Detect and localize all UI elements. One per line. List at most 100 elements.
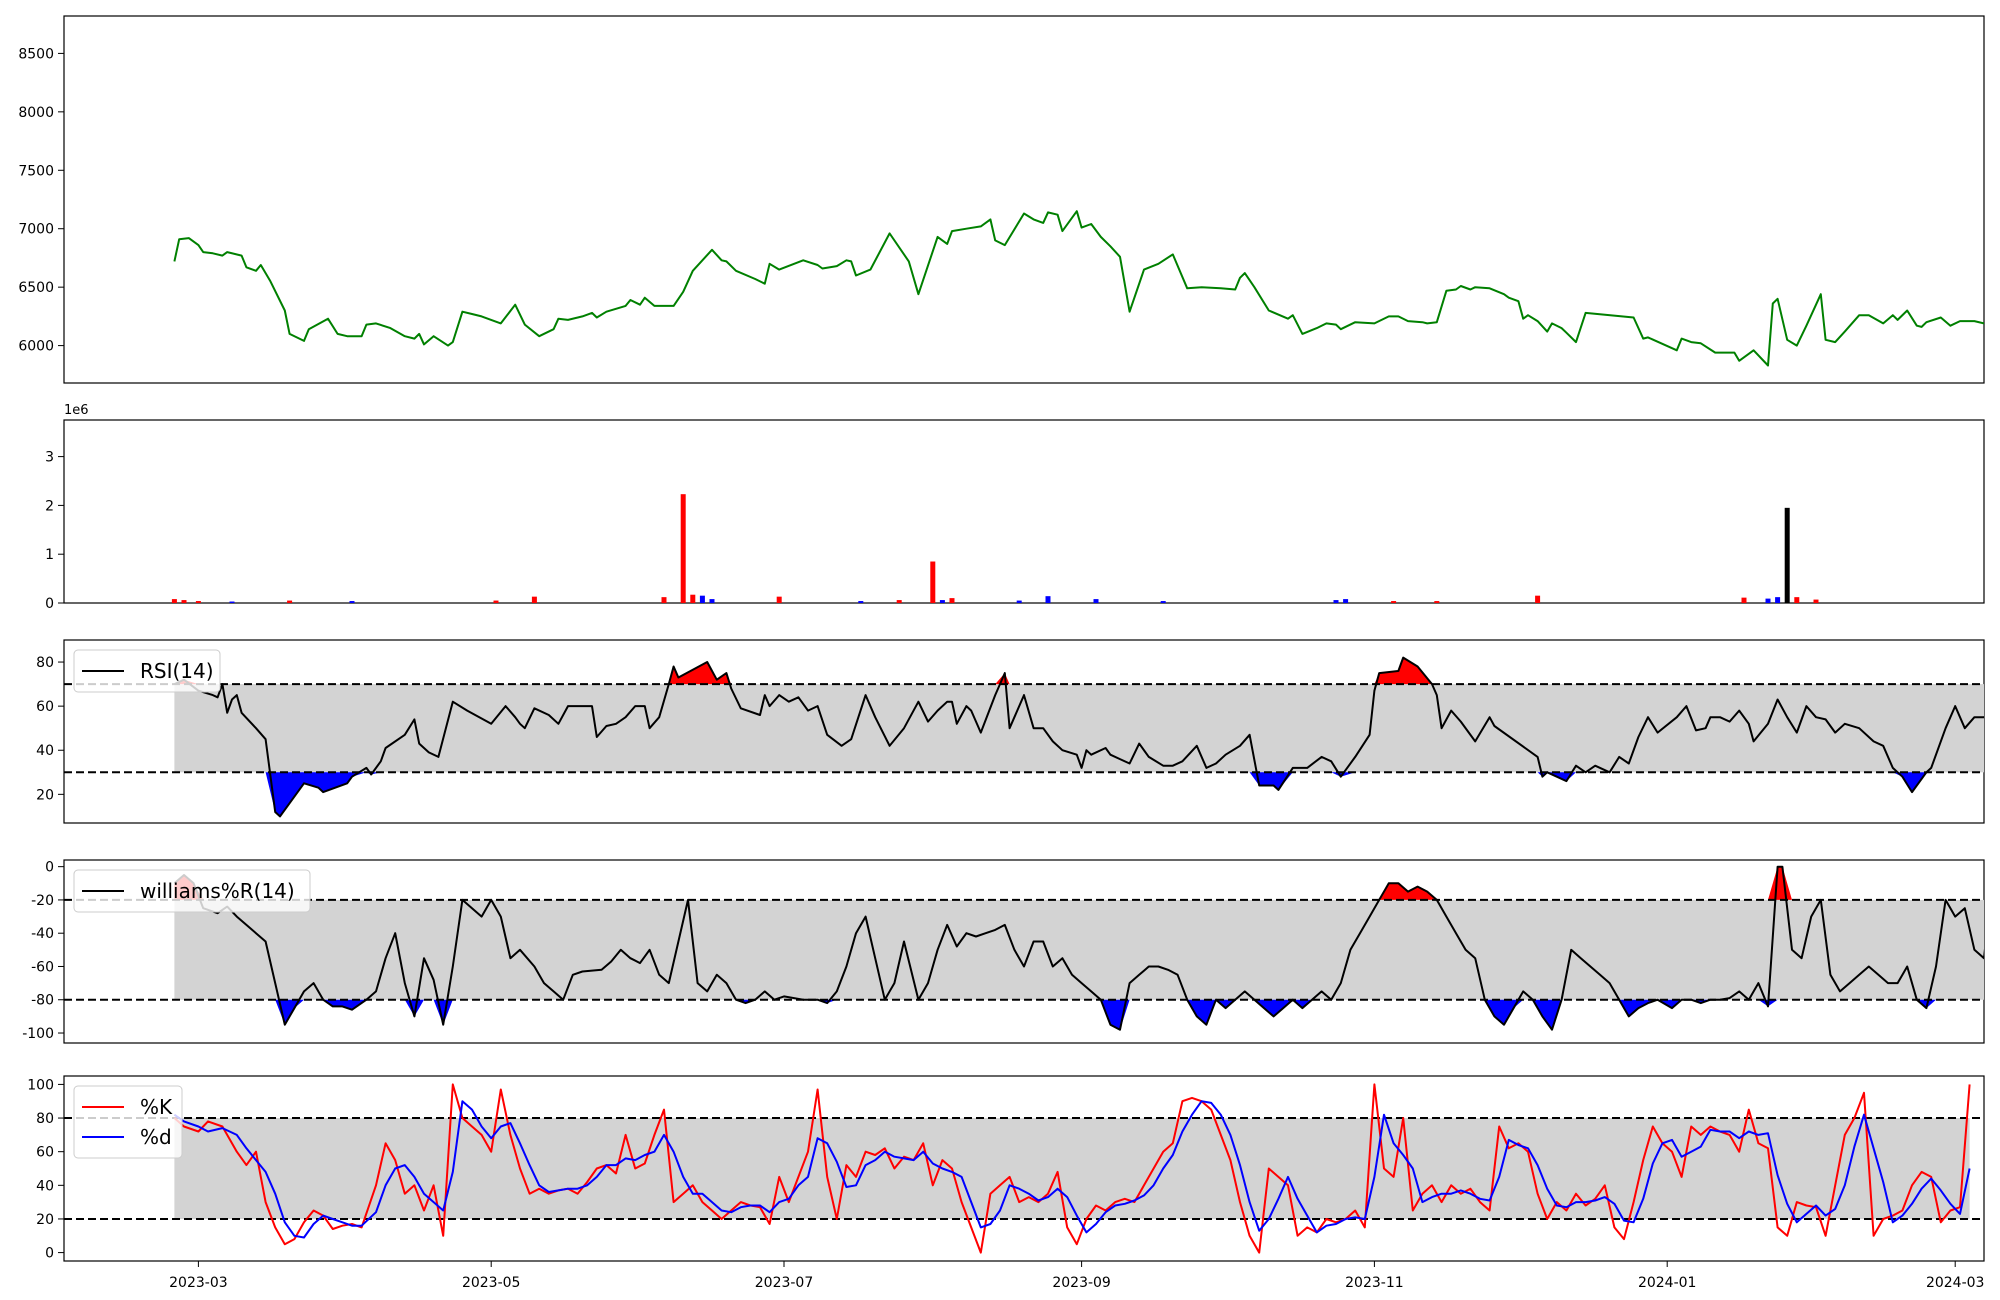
price-panel: 6000 6500 7000 7500 8000 8500 bbox=[18, 15, 1985, 384]
volume-plot-area bbox=[171, 494, 1819, 603]
volume-bar bbox=[1784, 507, 1790, 603]
williams-ytick-label: -40 bbox=[31, 926, 54, 942]
volume-bar bbox=[287, 600, 293, 603]
volume-bar bbox=[171, 599, 177, 603]
price-ytick-label: 7500 bbox=[18, 163, 54, 179]
volume-bar bbox=[939, 600, 945, 603]
rsi-panel: 20 40 60 80 RSI(14) bbox=[36, 639, 1985, 824]
williams-neutral-band bbox=[174, 899, 1984, 1000]
price-ytick-label: 8000 bbox=[18, 105, 54, 121]
rsi-legend-label: RSI(14) bbox=[140, 659, 214, 683]
price-panel-frame bbox=[63, 15, 1985, 384]
williams-ytick-label: -80 bbox=[31, 993, 54, 1009]
williams-panel: 0 -20 -40 -60 -80 -100 williams%R(14) bbox=[22, 859, 1985, 1044]
volume-bar bbox=[1775, 597, 1781, 603]
stochastic-legend-label: %d bbox=[140, 1125, 172, 1149]
williams-legend-label: williams%R(14) bbox=[140, 879, 295, 903]
volume-ytick-label: 1 bbox=[45, 547, 54, 563]
volume-bar bbox=[1093, 599, 1099, 603]
volume-bar bbox=[699, 595, 705, 603]
price-ytick-label: 6500 bbox=[18, 280, 54, 296]
volume-panel-frame bbox=[63, 419, 1985, 604]
rsi-ytick-label: 60 bbox=[36, 699, 54, 715]
volume-bar bbox=[181, 600, 187, 603]
volume-bar bbox=[949, 598, 955, 603]
stochastic-ytick-label: 0 bbox=[45, 1246, 54, 1262]
x-tick-label: 2023-11 bbox=[1345, 1275, 1404, 1291]
volume-bar bbox=[1343, 599, 1349, 603]
rsi-ytick-label: 20 bbox=[36, 787, 54, 803]
williams-legend-frame bbox=[73, 869, 311, 913]
volume-bar bbox=[680, 494, 686, 603]
x-tick-label: 2023-09 bbox=[1052, 1275, 1111, 1291]
volume-bar bbox=[1333, 600, 1339, 603]
williams-legend: williams%R(14) bbox=[73, 869, 311, 913]
stochastic-ytick-label: 80 bbox=[36, 1111, 54, 1127]
price-ytick-label: 6000 bbox=[18, 339, 54, 355]
volume-bar bbox=[896, 600, 902, 603]
williams-series-line-0 bbox=[173, 865, 1984, 1031]
volume-bar bbox=[493, 600, 499, 603]
volume-bar bbox=[229, 601, 235, 603]
shared-x-axis: 2023-03 2023-05 2023-07 2023-09 2023-11 2024-… bbox=[169, 1261, 1984, 1291]
volume-bar bbox=[690, 594, 696, 603]
x-tick-label: 2024-03 bbox=[1926, 1275, 1985, 1291]
stochastic-ytick-label: 20 bbox=[36, 1212, 54, 1228]
volume-bar bbox=[1741, 597, 1747, 603]
volume-bar bbox=[709, 599, 715, 603]
volume-bar bbox=[661, 597, 667, 603]
rsi-series-line-0 bbox=[173, 656, 1984, 818]
volume-bar bbox=[1045, 596, 1051, 603]
volume-ytick-label: 0 bbox=[45, 596, 54, 612]
stochastic-legend: %K %d bbox=[73, 1085, 183, 1159]
volume-bar bbox=[1794, 597, 1800, 603]
stochastic-series-line-1 bbox=[173, 1100, 1971, 1239]
volume-bar bbox=[1160, 601, 1166, 603]
stochastic-legend-label: %K bbox=[140, 1095, 173, 1119]
volume-ytick-label: 2 bbox=[45, 498, 54, 514]
rsi-legend-frame bbox=[73, 649, 221, 693]
stochastic-ytick-label: 60 bbox=[36, 1145, 54, 1161]
stochastic-panel: 0 20 40 60 80 100 %K %d bbox=[27, 1075, 1985, 1262]
price-ytick-label: 7000 bbox=[18, 222, 54, 238]
volume-bar bbox=[930, 561, 936, 603]
williams-plot-area bbox=[64, 865, 1984, 1031]
x-tick-label: 2023-03 bbox=[169, 1275, 228, 1291]
x-tick-label: 2023-07 bbox=[755, 1275, 814, 1291]
rsi-plot-area bbox=[64, 656, 1984, 818]
williams-ytick-label: -100 bbox=[22, 1026, 54, 1042]
volume-bar bbox=[1813, 599, 1819, 603]
williams-ytick-label: -60 bbox=[31, 959, 54, 975]
stochastic-legend-frame bbox=[73, 1085, 183, 1159]
price-line bbox=[173, 210, 1984, 367]
rsi-neutral-band bbox=[174, 684, 1984, 773]
stochastic-series-line-0 bbox=[173, 1083, 1971, 1254]
volume-bar bbox=[1391, 601, 1397, 603]
x-tick-label: 2023-05 bbox=[462, 1275, 521, 1291]
stochastic-plot-area bbox=[64, 1083, 1984, 1254]
rsi-ytick-label: 40 bbox=[36, 743, 54, 759]
volume-multiplier-label: 1e6 bbox=[64, 403, 89, 418]
volume-bar bbox=[1765, 598, 1771, 603]
volume-bar bbox=[776, 596, 782, 603]
volume-bar bbox=[1535, 595, 1541, 603]
rsi-legend: RSI(14) bbox=[73, 649, 221, 693]
stochastic-ytick-label: 40 bbox=[36, 1178, 54, 1194]
williams-oversold-fill bbox=[174, 999, 1984, 1030]
volume-bar bbox=[1016, 600, 1022, 603]
price-plot-area bbox=[173, 210, 1984, 367]
volume-bar bbox=[858, 601, 864, 603]
williams-ytick-label: -20 bbox=[31, 893, 54, 909]
volume-bar bbox=[531, 596, 537, 603]
stochastic-ytick-label: 100 bbox=[27, 1077, 54, 1093]
volume-bar bbox=[349, 601, 355, 603]
volume-bar bbox=[195, 601, 201, 603]
volume-ytick-label: 3 bbox=[45, 450, 54, 466]
price-ytick-label: 8500 bbox=[18, 46, 54, 62]
rsi-ytick-label: 80 bbox=[36, 655, 54, 671]
stochastic-neutral-band bbox=[174, 1118, 1970, 1219]
williams-ytick-label: 0 bbox=[45, 860, 54, 876]
volume-panel: 1e6 0 1 2 3 bbox=[45, 403, 1985, 612]
x-tick-label: 2024-01 bbox=[1638, 1275, 1697, 1291]
